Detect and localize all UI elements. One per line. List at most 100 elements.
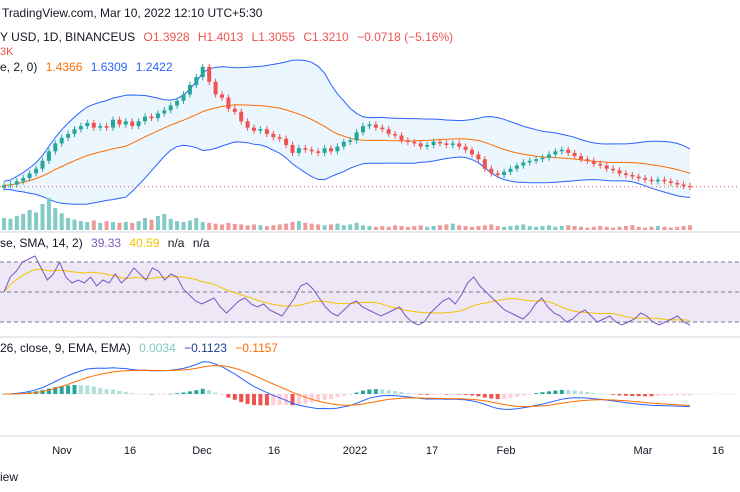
- bollinger-lower-line: [3, 141, 691, 205]
- candle-body: [636, 176, 641, 179]
- macd-histogram-bar: [284, 394, 289, 405]
- candle-body: [675, 182, 680, 185]
- candle-body: [200, 66, 205, 78]
- volume-bar: [361, 225, 365, 230]
- volume-bar: [482, 225, 487, 230]
- volume-bar: [688, 225, 692, 230]
- volume-bar: [425, 226, 430, 230]
- macd-histogram-bar: [547, 391, 551, 394]
- candle-body: [21, 178, 26, 182]
- volume-bar: [98, 222, 103, 230]
- price-pane: [0, 59, 740, 233]
- candle-body: [572, 152, 577, 157]
- candle-body: [316, 151, 321, 153]
- volume-bar: [668, 227, 673, 230]
- candle-body: [194, 77, 199, 85]
- macd-histogram-bar: [393, 390, 398, 394]
- macd-histogram-bar: [194, 390, 199, 394]
- volume-bar: [438, 225, 442, 230]
- rsi-header: se, SMA, 14, 2) 39.33 40.59 n/a n/a: [0, 236, 215, 250]
- candle-body: [534, 159, 539, 161]
- volume-bar: [534, 226, 539, 230]
- macd-histogram-bar: [354, 392, 359, 394]
- volume-bar: [617, 226, 622, 230]
- volume-bar: [239, 224, 244, 230]
- candle-body: [104, 126, 109, 128]
- macd-histogram-bar: [476, 394, 481, 397]
- candle-body: [78, 126, 83, 130]
- volume-bar: [21, 214, 26, 230]
- rsi-ma-line: [3, 268, 691, 321]
- volume-bar: [405, 226, 410, 230]
- candle-body: [495, 173, 500, 175]
- bb-header: e, 2, 0) 1.4366 1.6309 1.2422: [0, 60, 178, 74]
- macd-histogram-bar: [559, 389, 564, 394]
- candle-body: [85, 122, 90, 127]
- macd-histogram-bar: [316, 394, 321, 402]
- macd-histogram-bar: [207, 390, 212, 394]
- volume-bar: [470, 226, 474, 230]
- candle-body: [245, 121, 250, 128]
- volume-bar: [476, 226, 481, 230]
- volume-bar: [53, 208, 58, 230]
- candle-body: [162, 110, 167, 114]
- rsi-na-2: n/a: [192, 236, 210, 250]
- volume-bar: [514, 225, 519, 230]
- volume-bar: [2, 218, 6, 230]
- macd-histogram-bar: [553, 390, 558, 394]
- volume-bar: [335, 223, 340, 230]
- macd-histogram-bar: [232, 394, 237, 400]
- candle-body: [72, 129, 77, 134]
- candle-body: [149, 116, 154, 119]
- macd-histogram-bar: [502, 394, 507, 399]
- volume-bar: [143, 218, 147, 230]
- macd-histogram-bar: [675, 394, 680, 396]
- candle-body: [502, 171, 507, 175]
- candle-body: [399, 135, 404, 141]
- volume-bar: [623, 226, 628, 230]
- macd-histogram-bar: [329, 394, 333, 399]
- candle-body: [393, 133, 398, 136]
- candle-body: [66, 133, 71, 138]
- volume-bar: [290, 222, 295, 230]
- macd-histogram-bar: [175, 393, 180, 394]
- volume-bar: [66, 218, 71, 230]
- time-axis-label: Feb: [497, 445, 516, 457]
- volume-bar: [444, 224, 449, 230]
- volume-bar: [373, 226, 378, 230]
- volume-bar: [521, 224, 526, 230]
- macd-histogram-bar: [630, 394, 635, 397]
- macd-histogram-bar: [450, 394, 455, 395]
- candle-body: [91, 122, 96, 128]
- volume-bar: [399, 226, 404, 230]
- macd-histogram-bar: [245, 394, 250, 404]
- macd-histogram-bar: [335, 394, 340, 398]
- macd-histogram-bar: [348, 394, 353, 395]
- candle-body: [277, 137, 282, 139]
- candle-body: [136, 121, 141, 126]
- candle-body: [8, 184, 13, 186]
- symbol-label: Y USD, 1D, BINANCEUS: [0, 30, 136, 44]
- macd-histogram-bar: [572, 390, 577, 394]
- candle-body: [489, 168, 494, 174]
- volume-bar: [213, 223, 218, 230]
- bb-upper-value: 1.6309: [90, 60, 128, 74]
- volume-bar: [316, 224, 321, 230]
- macd-histogram-bar: [66, 385, 71, 394]
- candle-body: [681, 184, 686, 187]
- volume-bar: [553, 226, 558, 230]
- candle-body: [373, 124, 378, 128]
- volume-bar: [85, 222, 90, 230]
- volume-bar: [149, 219, 154, 230]
- macd-histogram-bar: [143, 393, 147, 395]
- macd-histogram-bar: [662, 394, 667, 396]
- candle-body: [46, 151, 51, 161]
- macd-histogram-bar: [290, 394, 295, 406]
- candle-body: [579, 156, 583, 160]
- macd-histogram-bar: [617, 394, 622, 396]
- volume-bar: [431, 226, 436, 230]
- macd-histogram-bar: [181, 392, 186, 394]
- candle-body: [226, 97, 231, 109]
- candle-body: [290, 145, 295, 153]
- candle-body: [322, 148, 327, 153]
